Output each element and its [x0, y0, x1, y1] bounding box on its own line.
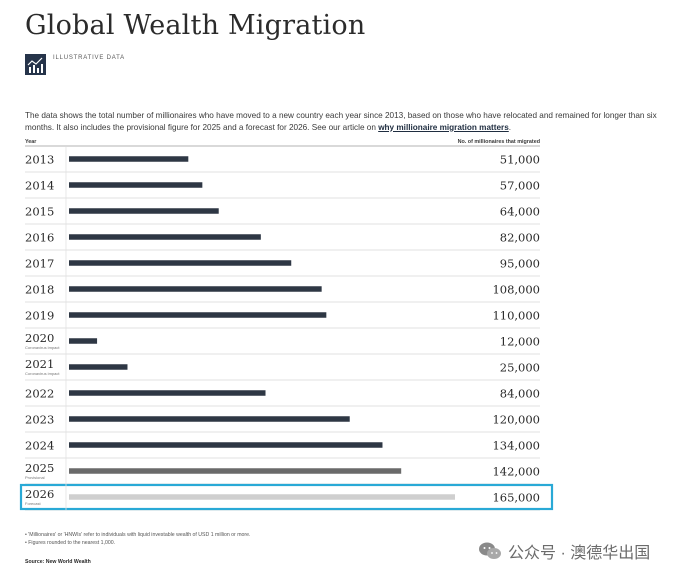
year-label: 2024 — [25, 439, 54, 453]
value-label: 64,000 — [500, 205, 540, 219]
value-label: 110,000 — [492, 309, 540, 323]
bar-2013 — [69, 156, 189, 162]
value-label: 51,000 — [500, 153, 540, 167]
illustrative-data-label: ILLUSTRATIVE DATA — [53, 55, 125, 61]
year-column-header: Year — [25, 139, 37, 145]
year-label: 2025 — [25, 461, 54, 475]
value-label: 12,000 — [500, 335, 540, 349]
year-label: 2017 — [25, 257, 54, 271]
value-label: 95,000 — [500, 257, 540, 271]
value-label: 82,000 — [500, 231, 540, 245]
year-note: Coronavirus impact — [25, 371, 60, 376]
bar-chart-icon — [25, 54, 46, 75]
article-link[interactable]: why millionaire migration matters — [378, 122, 509, 132]
bar-2019 — [69, 312, 327, 318]
year-label: 2016 — [25, 231, 54, 245]
bar-2016 — [69, 234, 261, 240]
year-label: 2013 — [25, 153, 54, 167]
bar-2025 — [69, 468, 402, 474]
year-label: 2015 — [25, 205, 54, 219]
watermark: 公众号 · 澳德华出国 — [478, 539, 650, 563]
description-text: The data shows the total number of milli… — [25, 111, 657, 132]
footnote-rounding: Figures rounded to the nearest 1,000. — [25, 539, 250, 547]
value-label: 108,000 — [492, 283, 540, 297]
bar-2014 — [69, 182, 203, 188]
page-title: Global Wealth Migration — [25, 10, 366, 41]
year-note: Coronavirus impact — [25, 345, 60, 350]
value-column-header: No. of millionaires that migrated — [457, 139, 540, 145]
value-label: 120,000 — [492, 413, 540, 427]
year-label: 2026 — [25, 487, 54, 501]
footnote-millionaires: 'Millionaires' or 'HNWIs' refer to indiv… — [25, 531, 250, 539]
year-note: Forecast — [25, 501, 41, 506]
value-label: 57,000 — [500, 179, 540, 193]
year-label: 2022 — [25, 387, 54, 401]
year-label: 2021 — [25, 357, 54, 371]
source-credit: Source: New World Wealth — [25, 559, 91, 565]
year-label: 2019 — [25, 309, 54, 323]
value-label: 25,000 — [500, 361, 540, 375]
chart-description: The data shows the total number of milli… — [25, 110, 675, 133]
description-end: . — [508, 122, 512, 132]
value-label: 165,000 — [492, 491, 540, 505]
bar-2015 — [69, 208, 219, 214]
watermark-text: 公众号 · 澳德华出国 — [508, 545, 651, 562]
wechat-icon — [479, 542, 501, 559]
year-label: 2018 — [25, 283, 54, 297]
year-label: 2020 — [25, 331, 54, 345]
bar-2017 — [69, 260, 292, 266]
bar-2023 — [69, 416, 350, 422]
bar-2020 — [69, 338, 98, 344]
year-label: 2023 — [25, 413, 54, 427]
bar-2018 — [69, 286, 322, 292]
forecast-highlight — [19, 483, 554, 511]
value-label: 84,000 — [500, 387, 540, 401]
bar-2026 — [69, 494, 455, 500]
footnotes: 'Millionaires' or 'HNWIs' refer to indiv… — [25, 531, 250, 547]
value-label: 134,000 — [492, 439, 540, 453]
bar-2024 — [69, 442, 383, 448]
bar-2021 — [69, 364, 128, 370]
year-label: 2014 — [25, 179, 54, 193]
bar-2022 — [69, 390, 266, 396]
value-label: 142,000 — [492, 465, 540, 479]
year-note: Provisional — [25, 475, 45, 480]
